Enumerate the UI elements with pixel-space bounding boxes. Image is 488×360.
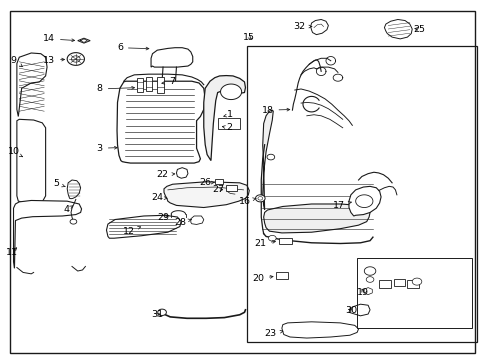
Text: 5: 5: [54, 179, 65, 188]
Bar: [378, 280, 390, 288]
Polygon shape: [17, 53, 47, 117]
Polygon shape: [176, 168, 187, 178]
Polygon shape: [78, 38, 90, 43]
Polygon shape: [158, 309, 166, 315]
Polygon shape: [67, 180, 81, 199]
Polygon shape: [411, 278, 421, 285]
Text: 15: 15: [243, 33, 255, 42]
Polygon shape: [348, 304, 369, 316]
Polygon shape: [14, 201, 81, 268]
Text: 25: 25: [412, 24, 425, 33]
Bar: [157, 77, 163, 93]
Bar: [218, 118, 239, 129]
Polygon shape: [17, 119, 45, 203]
Text: 17: 17: [333, 201, 350, 210]
Polygon shape: [263, 204, 369, 233]
Polygon shape: [71, 56, 80, 62]
Polygon shape: [310, 19, 328, 35]
Polygon shape: [262, 110, 273, 210]
Polygon shape: [190, 216, 203, 224]
Bar: [145, 77, 151, 91]
Bar: [393, 279, 404, 286]
Text: 13: 13: [43, 55, 64, 64]
Polygon shape: [106, 215, 181, 238]
Text: 7: 7: [162, 77, 175, 86]
Polygon shape: [366, 277, 373, 282]
Bar: [137, 78, 142, 92]
Text: 3: 3: [97, 144, 117, 153]
Polygon shape: [70, 219, 77, 224]
Text: 23: 23: [264, 329, 283, 338]
Text: 30: 30: [344, 306, 356, 315]
Bar: [279, 238, 292, 244]
Text: 32: 32: [293, 22, 311, 31]
Text: 27: 27: [212, 185, 224, 194]
Polygon shape: [220, 84, 241, 100]
Polygon shape: [384, 19, 411, 39]
Polygon shape: [268, 235, 276, 241]
Text: 31: 31: [151, 310, 163, 319]
Text: 10: 10: [7, 147, 22, 157]
Polygon shape: [281, 322, 358, 338]
Text: 16: 16: [238, 197, 256, 206]
Text: 21: 21: [253, 239, 275, 248]
Text: 26: 26: [199, 178, 214, 187]
Polygon shape: [255, 195, 264, 202]
Bar: [214, 179, 223, 184]
Bar: [246, 46, 476, 342]
Text: 24: 24: [151, 193, 166, 202]
Bar: [407, 280, 419, 288]
Text: 19: 19: [357, 288, 368, 297]
Polygon shape: [67, 53, 84, 65]
Text: 4: 4: [63, 206, 73, 215]
Polygon shape: [151, 48, 192, 67]
Text: 11: 11: [6, 248, 18, 257]
Text: 12: 12: [122, 226, 141, 236]
Text: 18: 18: [261, 105, 289, 114]
Polygon shape: [355, 195, 372, 207]
Text: 6: 6: [117, 43, 148, 52]
Polygon shape: [163, 182, 249, 207]
Bar: [356, 258, 471, 328]
Text: 22: 22: [156, 170, 174, 179]
Text: 20: 20: [251, 274, 272, 283]
Text: 29: 29: [157, 212, 169, 221]
Text: 8: 8: [97, 85, 134, 94]
Text: 1: 1: [224, 110, 233, 119]
Polygon shape: [348, 186, 380, 216]
Polygon shape: [266, 154, 274, 160]
Bar: [226, 185, 236, 191]
Text: 28: 28: [173, 218, 191, 227]
Polygon shape: [117, 81, 205, 163]
Polygon shape: [257, 197, 262, 200]
Text: 14: 14: [43, 34, 75, 43]
Text: 9: 9: [11, 55, 22, 67]
Polygon shape: [364, 267, 375, 275]
Text: 2: 2: [222, 123, 232, 132]
Polygon shape: [203, 76, 245, 161]
Bar: [275, 273, 287, 279]
